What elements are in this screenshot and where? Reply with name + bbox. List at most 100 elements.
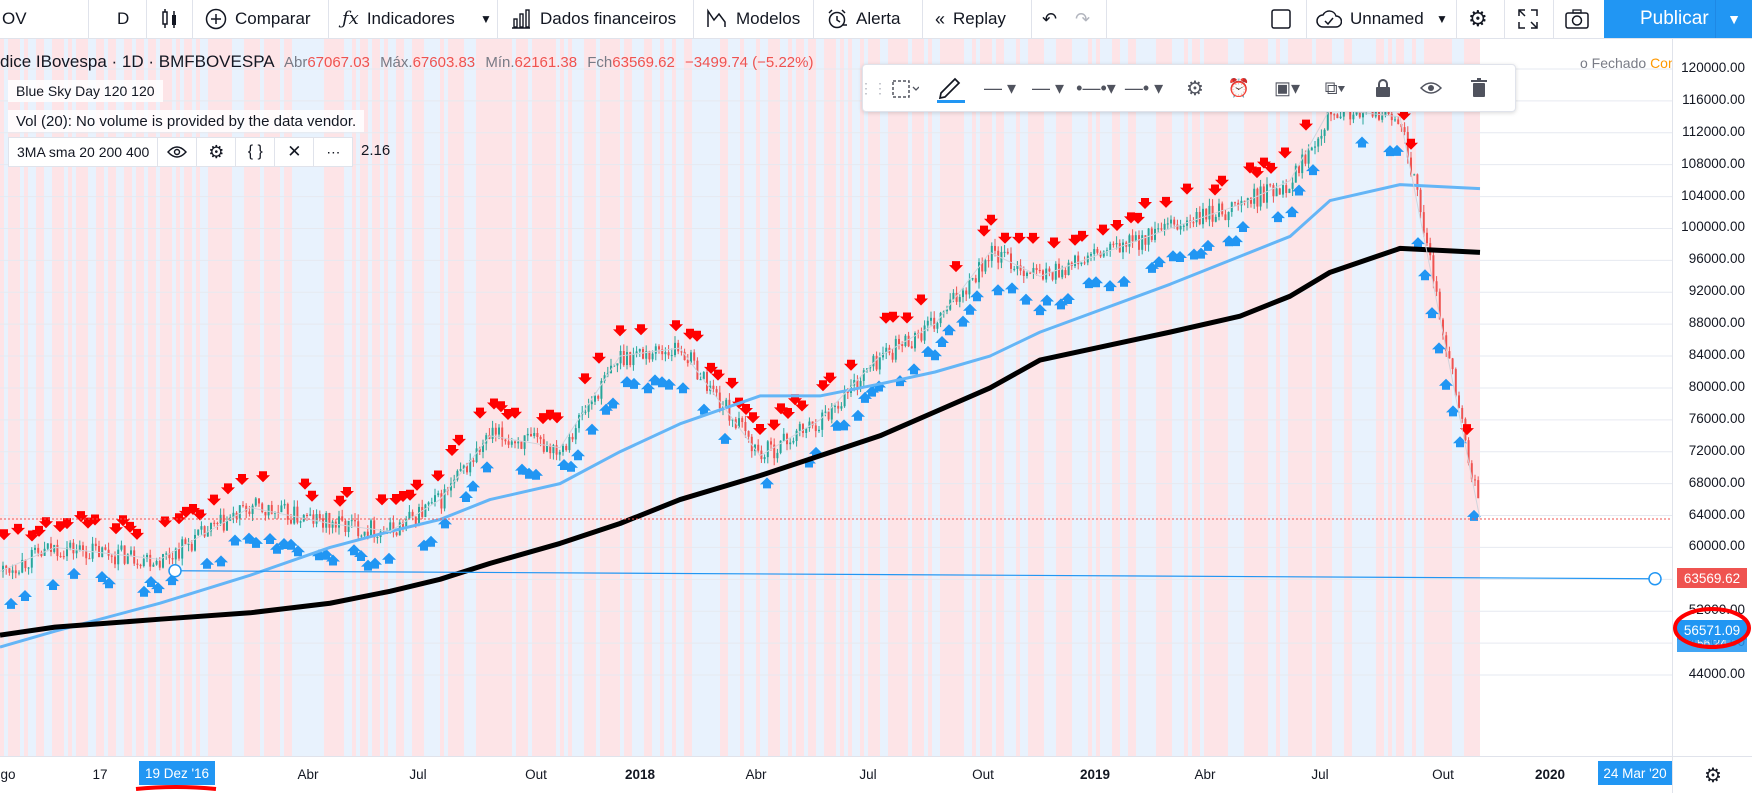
bg-band (1380, 39, 1384, 756)
sell-arrow (305, 490, 319, 502)
buy-arrow (18, 589, 32, 601)
visual-order-tool[interactable]: ▣▾ (1265, 65, 1309, 111)
candle (987, 254, 990, 268)
bg-band (92, 39, 96, 756)
bg-band (488, 39, 492, 756)
candle (885, 342, 888, 359)
candle (856, 375, 859, 396)
candle (517, 437, 520, 449)
candle (981, 257, 984, 278)
interval-button[interactable]: D (117, 0, 129, 38)
buy-arrow (291, 545, 305, 557)
bg-band (984, 39, 988, 756)
template-tool[interactable] (885, 65, 925, 111)
candle (1013, 265, 1016, 272)
close-icon[interactable]: ✕ (274, 138, 313, 166)
buy-arrow (956, 315, 970, 327)
color-tool[interactable] (931, 65, 971, 111)
candle (459, 462, 462, 472)
price-axis[interactable]: 120000.00 116000.00 112000.00 108000.00 1040… (1672, 39, 1752, 756)
sell-arrow (886, 311, 900, 323)
buy-arrow (865, 385, 879, 397)
bg-band (8, 39, 12, 756)
buy-arrow (1033, 304, 1047, 316)
candle (482, 439, 484, 459)
bg-band (36, 39, 40, 756)
candle (1051, 271, 1054, 282)
layout-save-button[interactable]: Unnamed (1316, 0, 1424, 38)
horizontal-ray[interactable] (174, 570, 1656, 580)
price-tick: 112000.00 (1682, 123, 1745, 139)
chart-type-button[interactable] (160, 0, 180, 38)
candle (936, 321, 939, 334)
drag-handle[interactable]: ⋮⋮ (859, 65, 887, 111)
candle (331, 519, 334, 534)
sell-arrow (1208, 184, 1222, 196)
publish-dropdown[interactable]: ▼ (1715, 0, 1752, 38)
layout-dropdown[interactable]: ▼ (1436, 0, 1448, 38)
candle (984, 258, 987, 275)
candle (1067, 259, 1070, 276)
eye-icon[interactable] (157, 138, 196, 166)
maximize-button[interactable] (1517, 0, 1539, 38)
candle (706, 367, 708, 394)
alert-button[interactable]: Alerta (826, 0, 900, 38)
line-width-tool[interactable]: — ▾ (1025, 65, 1071, 111)
indicator-3ma[interactable]: 3MA sma 20 200 400 ⚙ { } ✕ ⋯ (8, 137, 354, 167)
copy-icon: ⧉▾ (1324, 77, 1346, 98)
candle (718, 385, 721, 413)
bg-band (1116, 39, 1120, 756)
buy-arrow (1425, 307, 1439, 319)
indicators-dropdown[interactable]: ▼ (480, 0, 492, 38)
time-axis[interactable]: go 17 Abr Jul Out 2018 Abr Jul Out 2019 Abr Jul Out 2… (0, 756, 1672, 793)
bg-band (48, 39, 52, 756)
fullscreen-toggle[interactable] (1270, 0, 1292, 38)
lock-tool[interactable] (1363, 65, 1403, 111)
ray-anchor-start[interactable] (168, 564, 182, 578)
sell-arrow (1264, 162, 1278, 174)
candle (1112, 241, 1115, 248)
chart-area[interactable] (0, 39, 1672, 756)
bg-band (440, 39, 444, 756)
bg-band (564, 39, 568, 756)
financials-button[interactable]: Dados financeiros (510, 0, 676, 38)
bg-band (336, 39, 340, 756)
indicator-blue-sky[interactable]: Blue Sky Day 120 120 (8, 80, 163, 102)
candle (187, 537, 190, 552)
bg-band (148, 39, 152, 756)
candle (1077, 251, 1080, 270)
settings-button[interactable]: ⚙ (1468, 0, 1488, 38)
hide-tool[interactable] (1411, 65, 1451, 111)
line-end-tool[interactable]: —• ▾ (1121, 65, 1167, 111)
indicators-button[interactable]: ƒx Indicadores (342, 0, 455, 38)
redo-button[interactable]: ↷ (1075, 0, 1090, 38)
undo-button[interactable]: ↶ (1042, 0, 1057, 38)
bg-band (352, 39, 356, 756)
more-icon[interactable]: ⋯ (313, 138, 352, 166)
candle (603, 371, 606, 384)
candle (1192, 217, 1195, 228)
bg-band (0, 39, 4, 756)
candle (94, 537, 97, 551)
publish-button[interactable]: Publicar ▼ (1604, 0, 1752, 38)
ray-anchor-end[interactable] (1648, 572, 1662, 586)
sell-arrow (1138, 198, 1152, 210)
axis-settings-button[interactable]: ⚙ (1672, 756, 1752, 793)
gear-icon[interactable]: ⚙ (196, 138, 235, 166)
symbol-search[interactable]: OV (2, 0, 27, 38)
bg-band (1224, 39, 1228, 756)
settings-tool[interactable]: ⚙ (1175, 65, 1215, 111)
bg-band (1192, 39, 1196, 756)
alert-tool[interactable]: ⏰ (1219, 65, 1259, 111)
templates-button[interactable]: Modelos (706, 0, 800, 38)
replay-button[interactable]: « Replay (935, 0, 1006, 38)
candle (418, 503, 420, 527)
line-dots-tool[interactable]: •—•▾ (1073, 65, 1119, 111)
delete-tool[interactable] (1459, 65, 1499, 111)
compare-button[interactable]: Comparar (205, 0, 311, 38)
clone-tool[interactable]: ⧉▾ (1313, 65, 1357, 111)
snapshot-button[interactable] (1564, 0, 1590, 38)
source-code-icon[interactable]: { } (235, 138, 274, 166)
line-style-tool[interactable]: — ▾ (977, 65, 1023, 111)
sell-arrow (39, 517, 53, 529)
